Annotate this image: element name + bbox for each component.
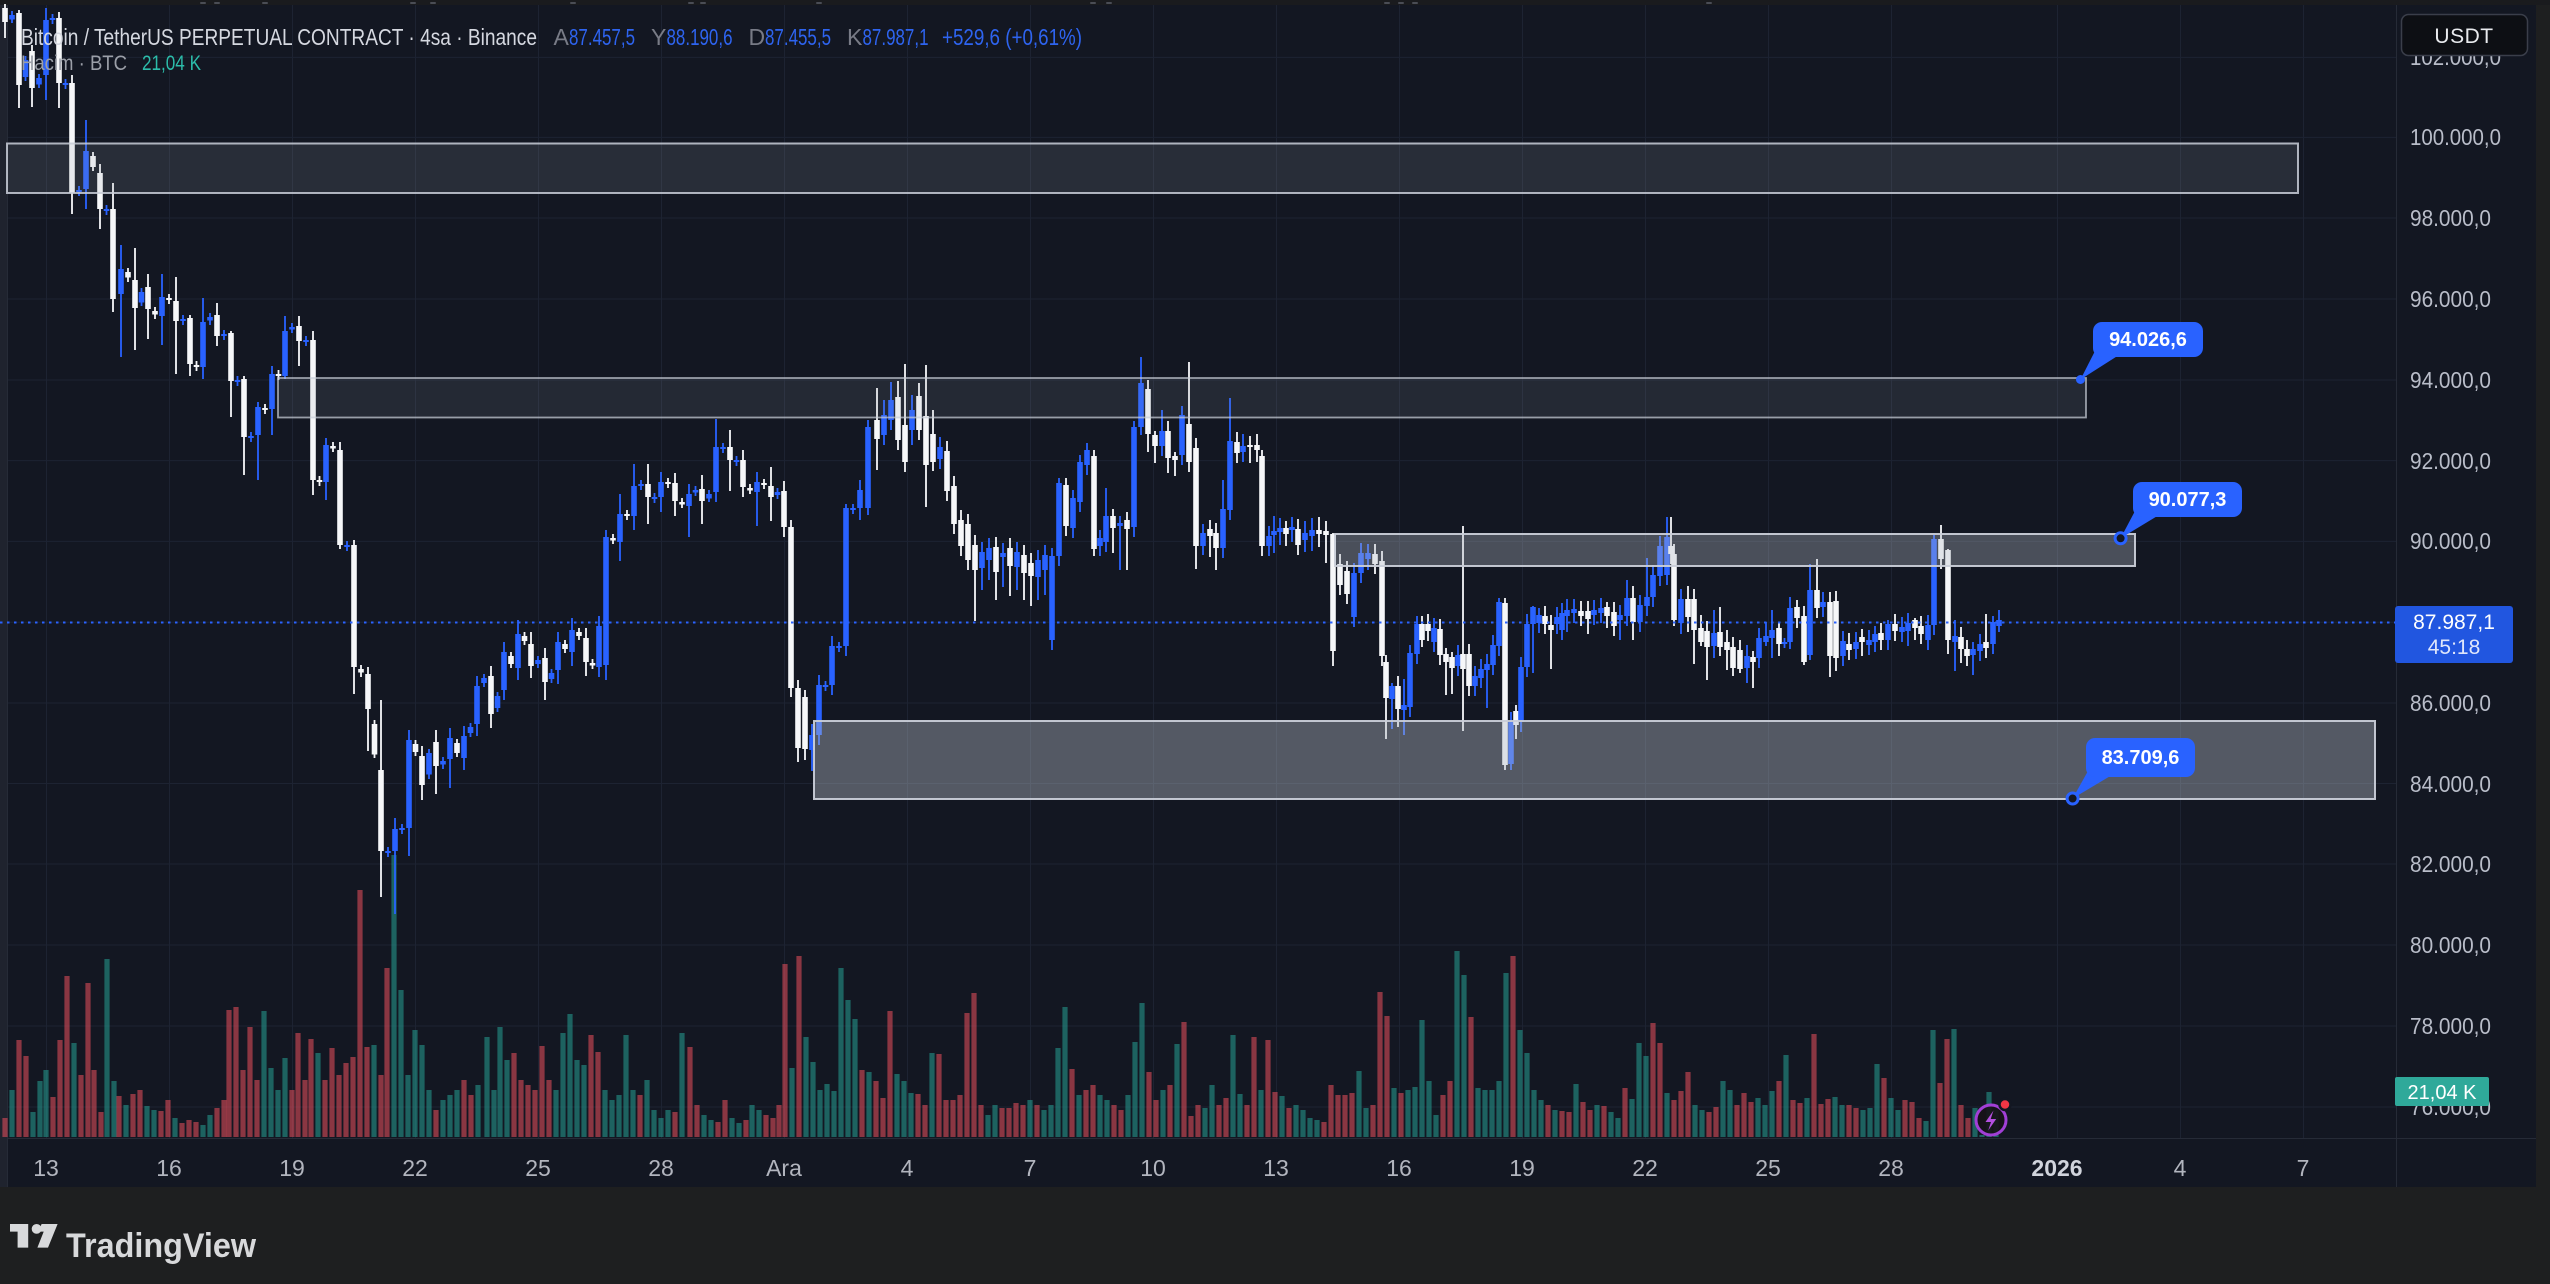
- svg-text:92.000,0: 92.000,0: [2410, 448, 2491, 474]
- svg-text:7: 7: [2297, 1155, 2310, 1181]
- svg-text:19: 19: [279, 1155, 305, 1181]
- svg-text:Y: Y: [651, 24, 666, 50]
- svg-text:94.026,6: 94.026,6: [2109, 329, 2187, 351]
- svg-text:K: K: [847, 24, 863, 50]
- svg-text:87.455,5: 87.455,5: [765, 24, 831, 50]
- svg-text:+529,6 (+0,61%): +529,6 (+0,61%): [942, 24, 1082, 50]
- svg-text:80.000,0: 80.000,0: [2410, 932, 2491, 958]
- svg-text:94.000,0: 94.000,0: [2410, 367, 2491, 393]
- svg-text:19: 19: [1509, 1155, 1535, 1181]
- svg-text:45:18: 45:18: [2428, 636, 2481, 659]
- svg-text:87.987,1: 87.987,1: [863, 24, 929, 50]
- svg-text:D: D: [749, 24, 766, 50]
- svg-text:7: 7: [1024, 1155, 1037, 1181]
- svg-text:87.987,1: 87.987,1: [2413, 611, 2495, 634]
- svg-text:28: 28: [1878, 1155, 1904, 1181]
- svg-text:98.000,0: 98.000,0: [2410, 205, 2491, 231]
- svg-text:25: 25: [1755, 1155, 1781, 1181]
- svg-text:25: 25: [525, 1155, 551, 1181]
- svg-text:87.457,5: 87.457,5: [569, 24, 635, 50]
- svg-text:82.000,0: 82.000,0: [2410, 851, 2491, 877]
- svg-text:86.000,0: 86.000,0: [2410, 690, 2491, 716]
- svg-text:Ara: Ara: [766, 1155, 802, 1181]
- svg-text:4: 4: [2174, 1155, 2187, 1181]
- svg-text:83.709,6: 83.709,6: [2102, 747, 2180, 769]
- svg-text:Bitcoin / TetherUS PERPETUAL C: Bitcoin / TetherUS PERPETUAL CONTRACT · …: [21, 24, 537, 50]
- svg-text:13: 13: [33, 1155, 59, 1181]
- svg-text:16: 16: [156, 1155, 182, 1181]
- svg-text:Hacim · BTC: Hacim · BTC: [21, 52, 127, 75]
- svg-text:22: 22: [1632, 1155, 1658, 1181]
- svg-text:2026: 2026: [2031, 1155, 2082, 1181]
- svg-text:78.000,0: 78.000,0: [2410, 1013, 2491, 1039]
- svg-text:22: 22: [402, 1155, 428, 1181]
- svg-text:88.190,6: 88.190,6: [667, 24, 733, 50]
- svg-text:90.077,3: 90.077,3: [2149, 489, 2227, 511]
- svg-text:21,04 K: 21,04 K: [2408, 1082, 2478, 1104]
- svg-text:28: 28: [648, 1155, 674, 1181]
- svg-text:100.000,0: 100.000,0: [2410, 124, 2501, 150]
- svg-text:84.000,0: 84.000,0: [2410, 771, 2491, 797]
- svg-text:A: A: [554, 24, 570, 50]
- svg-text:21,04 K: 21,04 K: [142, 52, 201, 75]
- svg-text:USDT: USDT: [2434, 25, 2493, 48]
- svg-text:16: 16: [1386, 1155, 1412, 1181]
- svg-text:10: 10: [1140, 1155, 1166, 1181]
- svg-text:4: 4: [901, 1155, 914, 1181]
- svg-text:TradingView: TradingView: [66, 1227, 257, 1265]
- svg-text:13: 13: [1263, 1155, 1289, 1181]
- svg-text:96.000,0: 96.000,0: [2410, 286, 2491, 312]
- svg-text:90.000,0: 90.000,0: [2410, 528, 2491, 554]
